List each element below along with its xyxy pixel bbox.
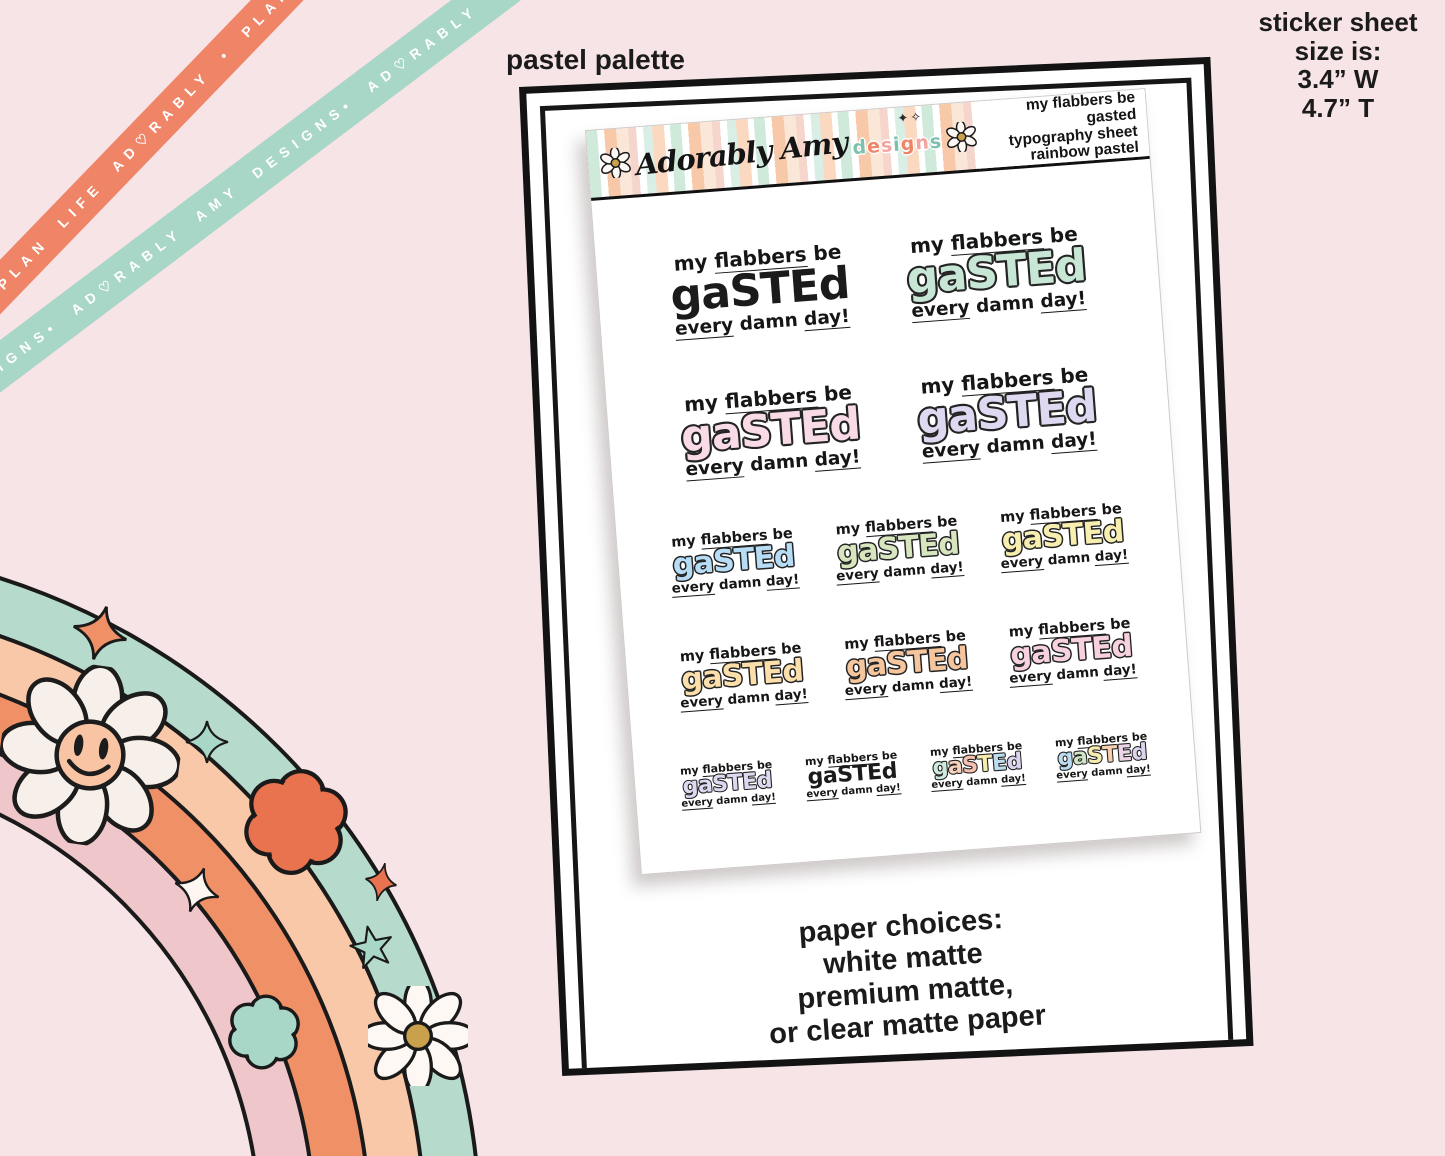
teal-star-icon bbox=[349, 925, 392, 969]
product-card: Adorably Amy designs ✦✧ bbox=[519, 56, 1254, 1077]
sticker: my flabbers be gaSTEd every damn day! bbox=[803, 748, 902, 802]
sticker: my flabbers be gaSTEd every damn day! bbox=[667, 239, 852, 342]
size-note-line: 3.4” W bbox=[1297, 64, 1379, 95]
sticker-sheet: Adorably Amy designs ✦✧ bbox=[584, 88, 1202, 876]
brand-script-text: Adorably Amy bbox=[633, 124, 849, 182]
rainbow-band-orange bbox=[0, 654, 372, 1156]
white-daisy-flower-icon bbox=[368, 986, 468, 1086]
sticker: my flabbers be gaSTEd every damn day! bbox=[904, 221, 1089, 324]
sticker: my flabbers be gaSTEd every damn day! bbox=[914, 362, 1099, 465]
teal-sparkle-icon bbox=[185, 720, 229, 764]
sticker-row: my flabbers be gaSTEd every damn day! my … bbox=[631, 498, 1166, 599]
teal-flower-icon bbox=[228, 994, 300, 1070]
coral-flower-icon bbox=[244, 768, 348, 876]
sparkles-icon: ✦✧ bbox=[896, 109, 924, 127]
size-note-line: size is: bbox=[1294, 35, 1382, 66]
rainbow-band-peach bbox=[0, 599, 427, 1156]
brand-word-letter: s bbox=[928, 129, 943, 153]
brand-logo: Adorably Amy designs ✦✧ bbox=[599, 109, 978, 182]
orange-sparkle-icon bbox=[73, 606, 127, 660]
rainbow-band-pink bbox=[0, 709, 317, 1156]
sheet-header: Adorably Amy designs ✦✧ bbox=[586, 89, 1150, 201]
sheet-title: my flabbers be gasted typography sheet r… bbox=[974, 89, 1150, 169]
sticker: my flabbers be gaSTEd every damn day! bbox=[676, 640, 809, 713]
size-note-line: 4.7” T bbox=[1301, 92, 1375, 123]
sticker: my flabbers be gaSTEd every damn day! bbox=[678, 758, 777, 811]
rainbow-inner-hole bbox=[0, 764, 262, 1156]
sticker-area: my flabbers be gaSTEd every damn day! my … bbox=[591, 159, 1200, 874]
sticker: my flabbers be gaSTEd every damn day! bbox=[668, 526, 800, 598]
rainbow-band-teal bbox=[0, 544, 482, 1156]
sticker: my flabbers be gaSTEd every damn day! bbox=[841, 628, 973, 700]
smiley-daisy-flower-icon bbox=[0, 663, 182, 847]
size-note-line: sticker sheet bbox=[1258, 7, 1418, 37]
sticker: my flabbers be gaSTEd every damn day! bbox=[832, 514, 965, 586]
palette-label: pastel palette bbox=[506, 44, 685, 75]
sticker: my flabbers be gaSTEd every damn day! bbox=[928, 739, 1027, 792]
ribbon-orange-text: PLAN LIFE AD♡RABLY • PLAN LIFE AD♡RABLY … bbox=[0, 0, 506, 510]
brand-word: designs bbox=[852, 130, 943, 159]
sticker-row: my flabbers be gaSTEd every damn day! my … bbox=[639, 613, 1174, 714]
sticker: my flabbers be gaSTEd every damn day! bbox=[997, 501, 1129, 574]
brand-word-letter: n bbox=[914, 130, 931, 154]
sticker: my flabbers be gaSTEd every damn day! bbox=[1053, 729, 1152, 783]
orange-diamond-sparkle-icon bbox=[365, 862, 397, 902]
ribbon-plan-life-adorably: PLAN LIFE AD♡RABLY • PLAN LIFE AD♡RABLY … bbox=[0, 0, 506, 510]
sticker: my flabbers be gaSTEd every damn day! bbox=[1005, 616, 1138, 688]
sticker-row: my flabbers be gaSTEd every damn day! my … bbox=[610, 217, 1147, 345]
daisy-icon bbox=[600, 146, 631, 179]
size-note: sticker sheet size is: 3.4” W 4.7” T bbox=[1238, 8, 1438, 122]
sticker-row: my flabbers be gaSTEd every damn day! my … bbox=[648, 727, 1182, 812]
white-sparkle-icon bbox=[174, 867, 220, 913]
sticker: my flabbers be gaSTEd every damn day! bbox=[678, 380, 863, 482]
sticker-row: my flabbers be gaSTEd every damn day! my … bbox=[620, 358, 1157, 486]
daisy-icon bbox=[946, 120, 978, 153]
